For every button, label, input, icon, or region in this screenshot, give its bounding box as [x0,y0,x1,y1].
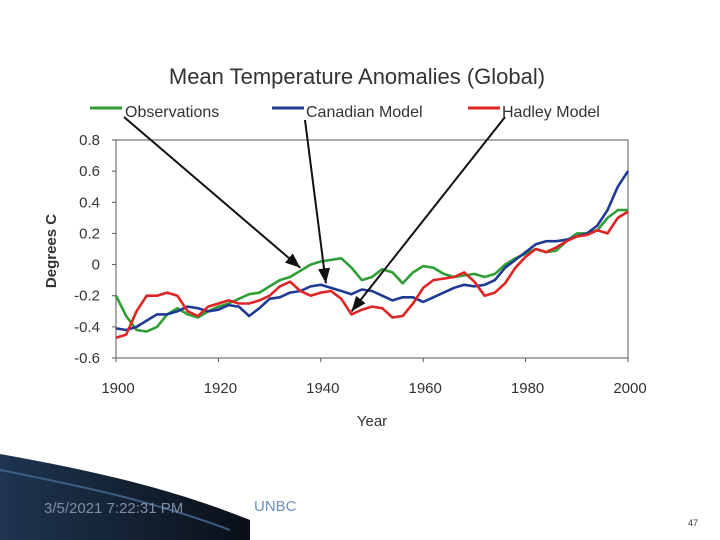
annotation-arrow-line [350,116,506,313]
series-line-canadian-model [115,170,630,332]
annotation-arrow-head [351,295,366,312]
x-tick-label: 1900 [101,380,134,397]
y-tick-label: 0.2 [79,225,100,242]
x-axis-label: Year [357,413,387,430]
series-line-hadley-model [115,210,629,340]
y-tick-label: -0.6 [74,350,100,367]
footer-date: 3/5/2021 7:22:31 PM [44,500,184,517]
plot-area [115,139,629,359]
x-tick-label: 1940 [306,380,339,397]
y-tick-label: 0.4 [79,194,100,211]
series-layer [114,170,630,340]
footer-decoration [0,454,250,540]
x-tick-label: 1920 [204,380,237,397]
y-tick-label: 0.6 [79,163,100,180]
y-tick-label: 0.8 [79,132,100,149]
annotation-layer [123,116,506,313]
y-axis: 0.8 0.6 0.4 0.2 0 -0.2 -0.4 -0.6 [74,132,116,367]
legend-label: Canadian Model [306,104,423,121]
annotation-arrow-head [285,253,301,268]
x-tick-label: 1960 [409,380,442,397]
x-tick-label: 2000 [613,380,646,397]
page-number: 47 [688,518,699,528]
y-axis-label: Degrees C [43,214,60,288]
footer-swoosh-highlight [0,469,231,531]
chart-title: Mean Temperature Anomalies (Global) [169,64,545,89]
plot-frame [115,139,629,359]
chart-legend: Observations Canadian Model Hadley Model [90,104,600,121]
x-axis: 1900 1920 1940 1960 1980 2000 [101,358,647,397]
annotation-arrow-line [123,116,301,269]
annotation-arrow-head [318,267,330,284]
legend-label: Observations [125,104,219,121]
y-tick-label: -0.4 [74,319,100,336]
footer-organization: UNBC [254,498,297,515]
legend-label: Hadley Model [502,104,600,121]
y-tick-label: 0 [92,257,100,274]
y-tick-label: -0.2 [74,288,100,305]
x-tick-label: 1980 [511,380,544,397]
annotation-arrow-line [304,119,327,284]
